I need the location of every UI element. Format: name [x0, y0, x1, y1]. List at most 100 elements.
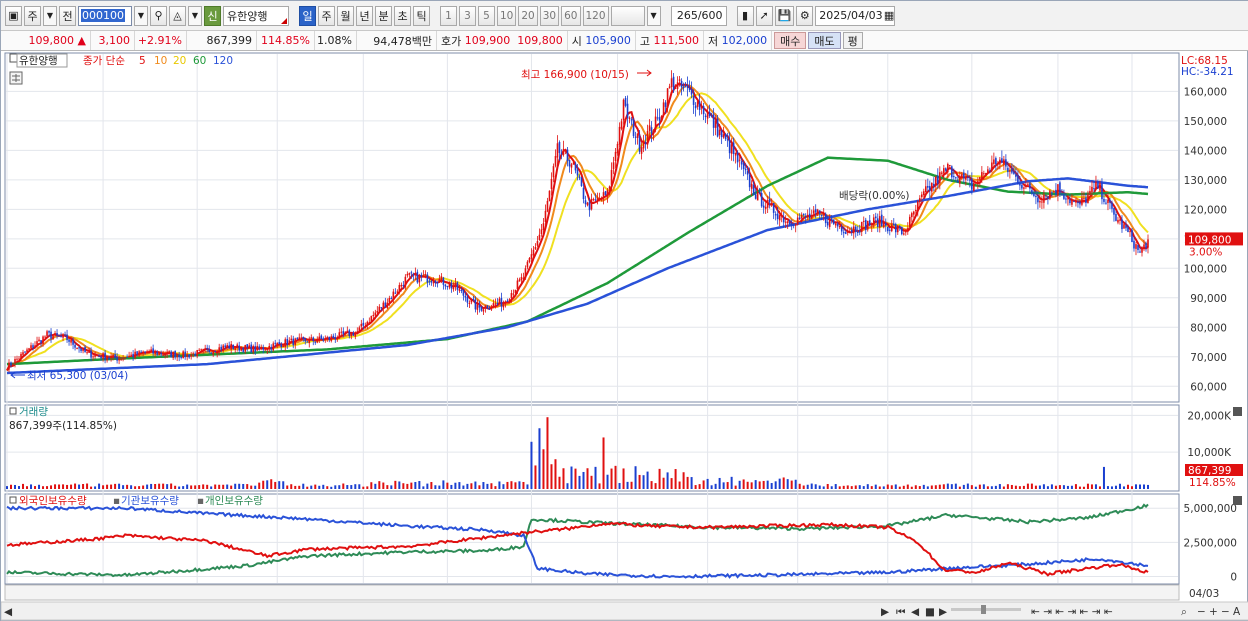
candle-body	[298, 337, 301, 340]
tab-period-tick[interactable]: 틱	[413, 5, 430, 26]
zoom-search-icon[interactable]: ⌕	[1181, 606, 1187, 618]
holding-menu-icon[interactable]	[9, 496, 17, 504]
code-dropdown-icon[interactable]: ▼	[134, 5, 148, 26]
tab-period-week[interactable]: 주	[318, 5, 335, 26]
high-price: 고 111,500	[636, 31, 704, 50]
volume-bar	[70, 484, 73, 489]
candle-body	[620, 121, 623, 129]
interval-button[interactable]: 30	[539, 5, 560, 26]
candle-body	[1127, 227, 1129, 232]
speaker-icon[interactable]: ◬	[169, 5, 186, 26]
candle-body	[246, 344, 249, 348]
scroll-left-icon[interactable]: ◀	[4, 606, 13, 618]
volume-bar	[682, 472, 685, 489]
volume-bar	[670, 478, 673, 489]
tab-period-day[interactable]: 일	[299, 5, 316, 26]
zoom-in-icon[interactable]: +	[1209, 606, 1218, 618]
candle-body	[446, 285, 449, 287]
zoom-thumb[interactable]	[981, 605, 986, 614]
save-icon[interactable]: 💾	[774, 5, 795, 26]
play-icon[interactable]: ▶	[881, 606, 890, 618]
candle-body	[690, 89, 693, 95]
candle-body	[278, 342, 281, 345]
volume-bar	[382, 482, 385, 489]
pan-icon[interactable]: −	[1221, 606, 1230, 618]
prev-icon[interactable]: ◀	[911, 606, 920, 618]
interval-button[interactable]: 10	[497, 5, 517, 26]
volume-menu-icon[interactable]	[9, 407, 17, 415]
speaker-dropdown-icon[interactable]: ▼	[188, 5, 202, 26]
stock-name-field[interactable]: 유한양행	[223, 5, 289, 26]
tool-icons[interactable]: ⇤ ⇥ ⇤ ⇥ ⇤ ⇥ ⇤	[1031, 606, 1113, 618]
interval-button[interactable]: 5	[478, 5, 495, 26]
candle-body	[198, 349, 200, 351]
candle-body	[400, 284, 403, 287]
interval-button[interactable]: 1	[440, 5, 457, 26]
candle-body	[1079, 201, 1081, 205]
next-icon[interactable]: ▶	[939, 606, 948, 618]
volume-bar	[594, 466, 597, 489]
volume-bar	[694, 485, 697, 489]
tab-period-minute[interactable]: 분	[375, 5, 392, 26]
tab-period-second[interactable]: 초	[394, 5, 411, 26]
candle-body	[596, 197, 599, 201]
volume-bar	[666, 472, 669, 489]
chart-area[interactable]: 160,000150,000140,000130,000120,000110,0…	[1, 52, 1248, 621]
interval-button[interactable]: 3	[459, 5, 476, 26]
buy-button[interactable]: 매수	[774, 32, 807, 49]
holding-close-icon[interactable]	[1233, 496, 1242, 505]
candle-body	[544, 210, 547, 223]
custom-interval-input[interactable]	[610, 5, 645, 26]
volume-bar	[930, 485, 933, 489]
chart-toolbar: ▣ 주 ▼ 전 000100 ▼ ⚲ ◬ ▼ 신 유한양행 일 주 월 년 분 …	[1, 1, 1248, 31]
zoom-out-icon[interactable]: −	[1197, 606, 1206, 618]
font-size-icon[interactable]: A	[1233, 606, 1241, 618]
candle-body	[916, 201, 919, 212]
chart-type-icon[interactable]: ▮	[736, 5, 754, 26]
candle-body	[330, 336, 333, 341]
candle-body	[434, 281, 437, 283]
stop-icon[interactable]: ■	[925, 606, 935, 618]
candle-body	[274, 342, 277, 344]
interval-button[interactable]: 60	[561, 5, 581, 26]
scroll-bar[interactable]	[1, 601, 1248, 621]
volume-bar	[174, 485, 177, 489]
volume-bar	[266, 480, 269, 489]
tab-period-month[interactable]: 월	[337, 5, 354, 26]
window-menu-icon[interactable]: ▣	[5, 5, 22, 26]
interval-button[interactable]: 120	[582, 5, 609, 26]
candle-body	[338, 332, 341, 338]
last-price-text: 109,800	[1188, 234, 1231, 246]
date-input[interactable]: 2025/04/03 ▦	[815, 5, 896, 26]
data-count-field[interactable]: 265/600	[670, 5, 727, 26]
stock-tag: 유한양행	[19, 55, 58, 67]
calendar-icon[interactable]: ▦	[883, 9, 895, 22]
candle-body	[438, 278, 441, 283]
tab-period-year[interactable]: 년	[356, 5, 373, 26]
interval-button[interactable]: 20	[518, 5, 538, 26]
flat-button[interactable]: 평	[842, 32, 863, 49]
candle-body	[977, 181, 979, 183]
holding-y-tick: 5,000,000	[1184, 503, 1237, 515]
interval-dropdown-icon[interactable]: ▼	[646, 5, 661, 26]
candle-body	[202, 348, 204, 351]
search-icon[interactable]: ⚲	[150, 5, 167, 26]
candle-body	[38, 339, 40, 342]
stock-code-input[interactable]: 000100	[78, 5, 132, 26]
market-select[interactable]: 주	[24, 5, 41, 26]
draw-tool-icon[interactable]: ➚	[755, 5, 773, 26]
candle-body	[1125, 225, 1127, 229]
volume-close-icon[interactable]	[1233, 407, 1242, 416]
first-icon[interactable]: ⏮	[896, 606, 906, 618]
prev-button[interactable]: 전	[59, 5, 76, 26]
candle-body	[740, 161, 743, 165]
gear-icon[interactable]: ⚙	[796, 5, 814, 26]
volume-y-tick: 10,000K	[1187, 447, 1232, 459]
candle-body	[1021, 184, 1023, 189]
candle-body	[1025, 185, 1027, 187]
candle-body	[186, 354, 188, 357]
sell-button[interactable]: 매도	[808, 32, 841, 49]
volume-bar	[1106, 486, 1109, 489]
candle-body	[684, 85, 687, 87]
market-dropdown-icon[interactable]: ▼	[43, 5, 57, 26]
